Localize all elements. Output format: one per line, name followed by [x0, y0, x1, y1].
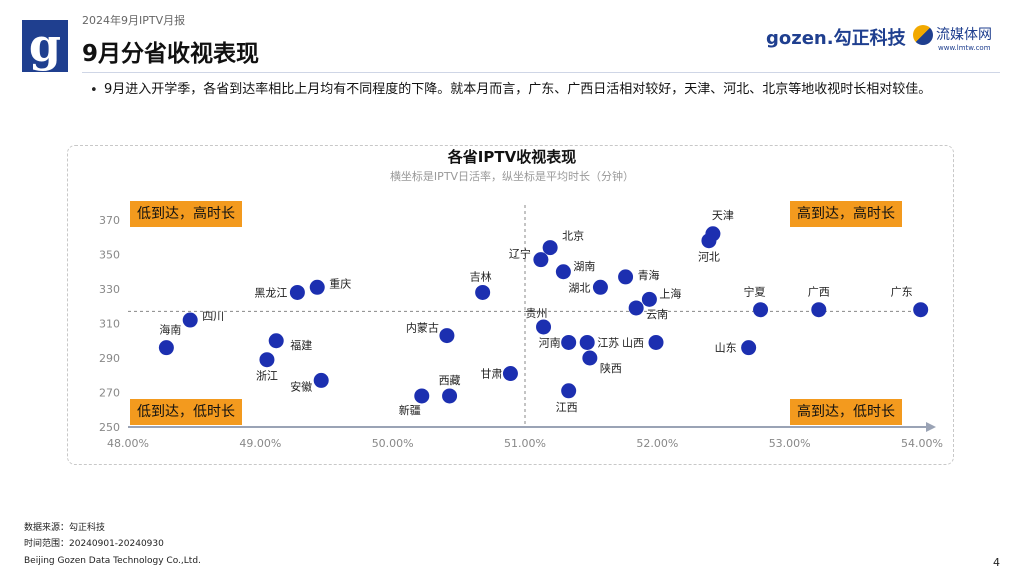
lmtw-brand-url: www.lmtw.com [938, 44, 991, 52]
bullet-icon: • [90, 83, 98, 98]
page-title: 9月分省收视表现 [82, 41, 260, 67]
report-label: 2024年9月IPTV月报 [82, 14, 186, 27]
quadrant-label-bottom-left: 低到达，低时长 [130, 399, 242, 425]
footer-company: Beijing Gozen Data Technology Co.,Ltd. [24, 556, 201, 566]
summary-bullet: 9月进入开学季，各省到达率相比上月均有不同程度的下降。就本月而言，广东、广西日活… [104, 82, 932, 97]
footer-source: 数据来源：勾正科技 [24, 523, 106, 533]
chart-subtitle: 横坐标是IPTV日活率，纵坐标是平均时长（分钟） [389, 170, 635, 183]
gozen-brand-logo: gozen.勾正科技 [766, 28, 906, 49]
footer-range: 时间范围：20240901-20240930 [24, 539, 164, 549]
lmtw-logo-icon [913, 25, 933, 45]
gozen-logo-icon: g [22, 20, 68, 72]
quadrant-label-top-right: 高到达，高时长 [790, 201, 902, 227]
quadrant-label-top-left: 低到达，高时长 [130, 201, 242, 227]
lmtw-brand-logo: 流媒体网 [936, 27, 992, 43]
chart-title: 各省IPTV收视表现 [447, 148, 577, 166]
header-divider [82, 72, 1000, 73]
quadrant-label-bottom-right: 高到达，低时长 [790, 399, 902, 425]
page-number: 4 [993, 556, 1000, 569]
chart-frame [67, 145, 954, 465]
